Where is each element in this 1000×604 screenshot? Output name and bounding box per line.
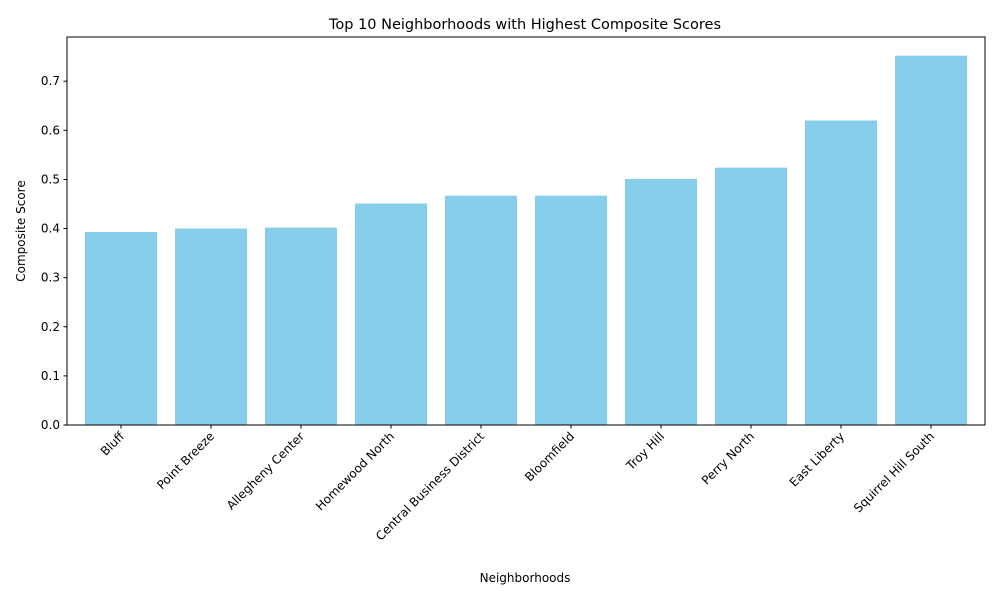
plot-frame	[66, 36, 986, 426]
y-tick-label: 0.2	[41, 320, 60, 334]
y-tick-label: 0.3	[41, 271, 60, 285]
y-tick-label: 0.6	[41, 123, 60, 137]
y-axis-label: Composite Score	[14, 180, 28, 281]
bar-central-business-district	[445, 195, 517, 425]
bar-bloomfield	[535, 195, 607, 425]
y-tick-label: 0.4	[41, 222, 60, 236]
x-tick-label: Perry North	[699, 429, 757, 487]
x-tick-label: Allegheny Center	[224, 429, 307, 512]
x-tick-label: Homewood North	[313, 429, 397, 513]
bar-troy-hill	[625, 178, 697, 425]
bar-allegheny-center	[265, 227, 337, 425]
x-tick-label: Bluff	[98, 429, 128, 459]
y-tick-label: 0.7	[41, 74, 60, 88]
bar-point-breeze	[175, 228, 247, 425]
x-tick-label: Troy Hill	[623, 429, 667, 473]
y-tick-label: 0.5	[41, 172, 60, 186]
bar-squirrel-hill-south	[895, 55, 967, 425]
bar-bluff	[85, 231, 157, 425]
x-tick-label: Point Breeze	[154, 429, 217, 492]
y-axis: 0.0 0.1 0.2 0.3 0.4 0.5 0.6 0.7	[41, 74, 67, 432]
x-axis: Bluff Point Breeze Allegheny Center Homewoo…	[98, 425, 937, 543]
y-tick-label: 0.0	[41, 418, 60, 432]
bar-homewood-north	[355, 203, 427, 425]
x-axis-label: Neighborhoods	[480, 571, 571, 585]
x-tick-label: East Liberty	[787, 429, 847, 489]
bars-layer	[85, 55, 967, 426]
x-tick-label: Bloomfield	[522, 429, 577, 484]
bar-perry-north	[715, 167, 787, 425]
y-tick-label: 0.1	[41, 369, 60, 383]
x-tick-label: Central Business District	[373, 429, 487, 543]
x-tick-label: Squirrel Hill South	[851, 429, 937, 515]
chart-title: Top 10 Neighborhoods with Highest Compos…	[328, 17, 721, 33]
bar-east-liberty	[805, 120, 877, 426]
